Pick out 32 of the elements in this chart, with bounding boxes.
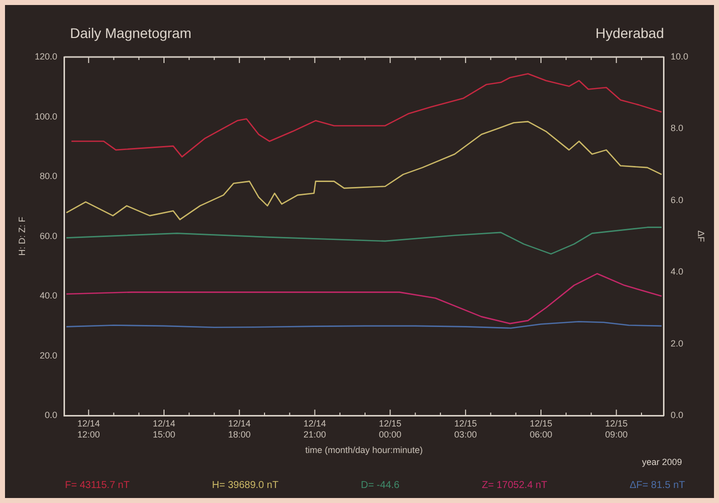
text: Hyderabad: [596, 25, 664, 41]
y2-tick-label: 6.0: [670, 194, 684, 205]
y-tick-label: 0.0: [44, 410, 58, 420]
x-tick-label: 12/14 15:00: [152, 418, 176, 440]
y2-tick-label: 10.0: [670, 51, 688, 62]
text: year 2009: [642, 457, 682, 467]
y2-axis-title: ΔF: [696, 230, 706, 243]
text: D= -44.6: [360, 480, 400, 491]
y-tick-label: 100.0: [34, 111, 58, 122]
text: H= 39689.0 nT: [212, 480, 278, 491]
x-tick-label: 12/15 03:00: [454, 418, 477, 440]
x-tick-label: 12/15 06:00: [530, 418, 552, 440]
x-axis-title: time (month/day hour:minute): [305, 445, 423, 456]
text: Z= 17052.4 nT: [482, 480, 548, 491]
text: F= 43115.7 nT: [65, 480, 130, 491]
y-tick-label: 80.0: [40, 171, 58, 182]
y2-tick-label: 4.0: [670, 266, 684, 277]
y-tick-label: 60.0: [40, 230, 58, 241]
y2-tick-label: 8.0: [670, 123, 684, 134]
y2-tick-label: 0.0: [670, 410, 684, 420]
y2-tick-label: 2.0: [670, 338, 684, 348]
y-tick-label: 120.0: [34, 51, 58, 62]
y-tick-label: 20.0: [40, 350, 58, 360]
x-tick-label: 12/15 09:00: [605, 418, 628, 440]
x-tick-label: 12/14 12:00: [77, 418, 100, 440]
chart-title: Daily Magnetogram: [70, 25, 192, 41]
x-tick-label: 12/14 21:00: [304, 418, 326, 440]
x-tick-label: 12/15 00:00: [378, 418, 402, 440]
text: ΔF= 81.5 nT: [630, 480, 685, 491]
x-tick-label: 12/14 18:00: [228, 418, 251, 440]
y-tick-label: 40.0: [40, 290, 58, 301]
y-axis-title: H: D: Z: F: [16, 216, 27, 256]
